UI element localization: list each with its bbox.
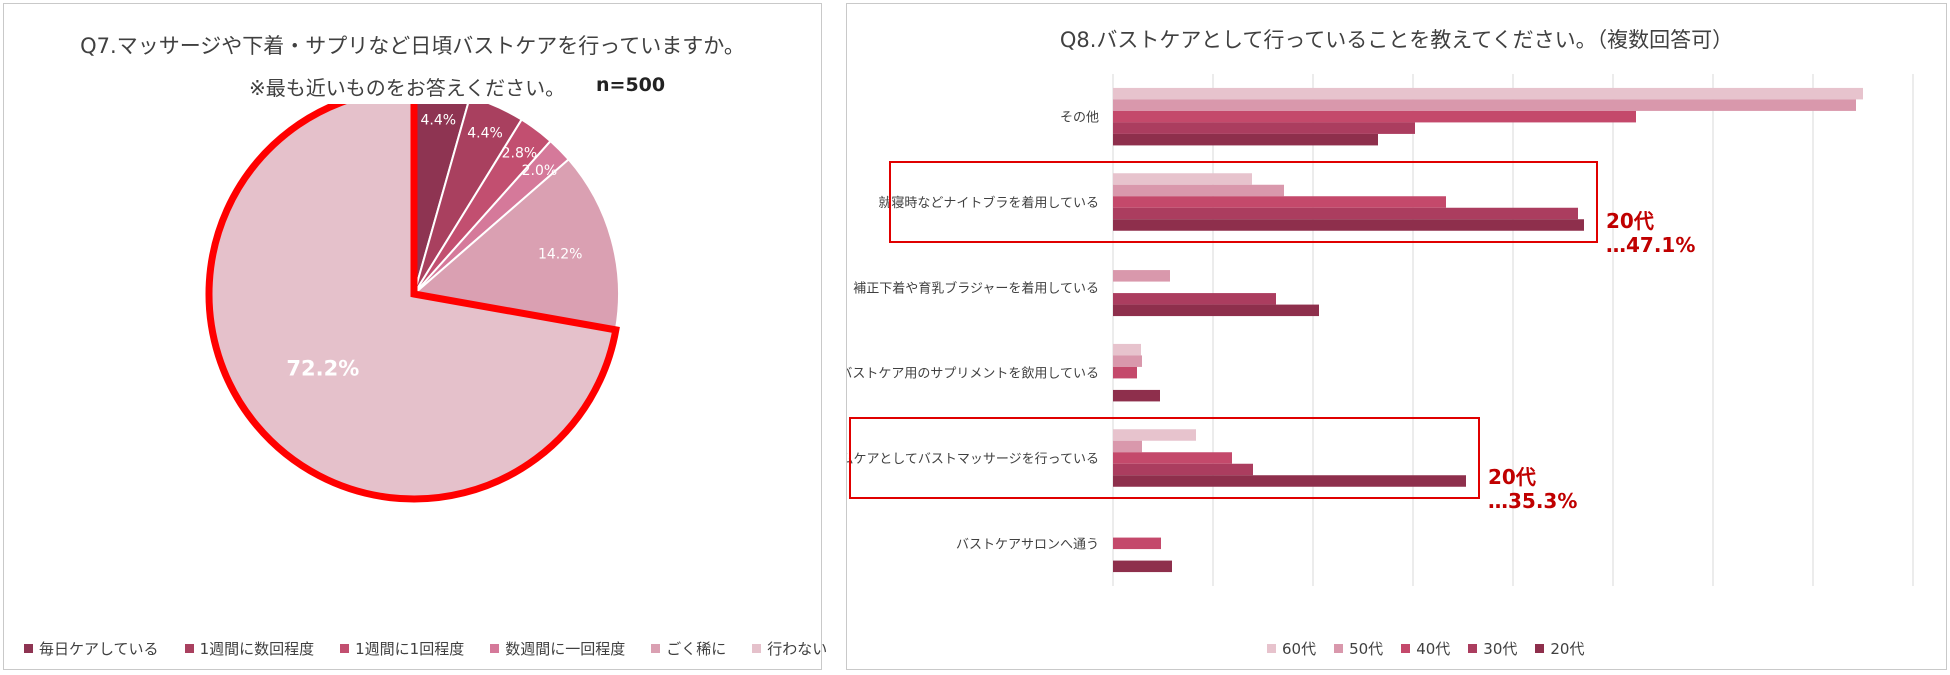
- bar-30代-2: [1113, 293, 1276, 305]
- pie-title: Q7.マッサージや下着・サプリなど日頃バストケアを行っていますか。: [80, 34, 745, 58]
- category-label: ホームケアとしてバストマッサージを行っている: [847, 452, 1099, 467]
- category-label: バストケア用のサプリメントを飲用している: [847, 366, 1099, 382]
- category-label: 就寝時などナイトブラを着用している: [878, 195, 1099, 211]
- pie-legend-item: ごく稀に: [651, 638, 726, 659]
- annotation-line1: 20代: [1488, 464, 1536, 489]
- legend-swatch: [184, 644, 194, 653]
- bar-legend-item: 50代: [1334, 638, 1383, 659]
- bar-legend-label: 20代: [1550, 640, 1585, 658]
- pie-slice-4: [411, 157, 620, 332]
- pie-legend-label: ごく稀に: [666, 640, 727, 658]
- annotation-line2: …35.3%: [1488, 488, 1578, 513]
- pie-legend-label: 1週間に1回程度: [355, 640, 465, 658]
- bar-60代-4: [1113, 429, 1196, 441]
- bar-20代-0: [1113, 133, 1378, 146]
- bar-50代-2: [1113, 270, 1170, 282]
- bar-40代-4: [1113, 452, 1232, 464]
- pie-legend-label: 数週間に一回程度: [505, 640, 626, 658]
- pie-data-label-0: 4.4%: [421, 112, 457, 128]
- bar-legend-label: 40代: [1416, 640, 1451, 658]
- pie-data-label-5: 72.2%: [286, 356, 359, 380]
- pie-legend-label: 行わない: [767, 640, 828, 658]
- highlight-box-0: [889, 161, 1598, 243]
- pie-chart: 4.4% 4.4% 2.8%2.0% 14.2% 72.2%: [205, 104, 620, 503]
- pie-subtitle: ※最も近いものをお答えください。: [249, 76, 566, 100]
- legend-swatch: [752, 644, 762, 653]
- bar-40代-0: [1113, 110, 1636, 123]
- bar-20代-1: [1113, 219, 1584, 231]
- bar-60代-3: [1113, 343, 1141, 356]
- pie-legend-label: 1週間に数回程度: [199, 640, 315, 658]
- bar-50代-1: [1113, 184, 1284, 197]
- legend-swatch: [340, 644, 350, 653]
- bar-legend-label: 60代: [1282, 640, 1317, 658]
- pie-sample-size: n=500: [596, 74, 666, 96]
- pie-data-label-3: 2.0%: [522, 163, 558, 179]
- pie-legend-item: 毎日ケアしている: [24, 638, 159, 659]
- bar-60代-0: [1113, 87, 1863, 100]
- category-label: バストケアサロンへ通う: [956, 537, 1099, 552]
- bar-legend-label: 50代: [1349, 640, 1384, 658]
- bar-40代-5: [1113, 537, 1161, 550]
- legend-swatch: [1267, 644, 1276, 653]
- bar-50代-0: [1113, 99, 1856, 111]
- bar-title: Q8.バストケアとして行っていることを教えてください。（複数回答可）: [1059, 28, 1734, 52]
- legend-swatch: [1468, 644, 1478, 653]
- bar-legend-item: 60代: [1267, 638, 1316, 659]
- pie-data-label-4: 14.2%: [538, 247, 582, 263]
- highlight-box-1: [849, 417, 1480, 499]
- pie-chart-panel: Q7.マッサージや下着・サプリなど日頃バストケアを行っていますか。 ※最も近いも…: [3, 3, 827, 670]
- bar-legend-item: 40代: [1401, 638, 1450, 659]
- legend-swatch: [490, 644, 500, 653]
- bar-50代-4: [1113, 440, 1142, 453]
- pie-legend-label: 毎日ケアしている: [39, 640, 159, 658]
- legend-swatch: [1535, 644, 1545, 653]
- annotation-0: 20代 …47.1%: [1606, 209, 1695, 257]
- legend-swatch: [1401, 644, 1411, 653]
- bar-legend-item: 20代: [1535, 638, 1584, 659]
- bar-legend: 60代 50代 40代 30代 20代: [1267, 638, 1584, 659]
- legend-swatch: [1334, 644, 1344, 653]
- legend-swatch: [24, 644, 33, 653]
- pie-highlight-outline: [205, 104, 620, 503]
- legend-swatch: [651, 644, 661, 653]
- pie-data-label-1: 4.4%: [467, 126, 503, 142]
- bar-20代-4: [1113, 475, 1466, 487]
- bar-chart-panel: Q8.バストケアとして行っていることを教えてください。（複数回答可） 0.010…: [846, 3, 1947, 670]
- pie-legend-item: 行わない: [752, 638, 827, 659]
- bar-20代-2: [1113, 304, 1319, 317]
- pie-legend-item: 1週間に1回程度: [340, 638, 464, 659]
- category-label: 補正下着や育乳ブラジャーを着用している: [853, 280, 1099, 296]
- bar-40代-3: [1113, 366, 1137, 379]
- bar-20代-3: [1113, 389, 1160, 402]
- bar-30代-0: [1113, 122, 1415, 134]
- annotation-line1: 20代: [1606, 208, 1654, 233]
- bar-40代-1: [1113, 196, 1446, 208]
- pie-data-label-2: 2.8%: [502, 146, 538, 162]
- bar-20代-5: [1113, 560, 1172, 573]
- pie-legend-item: 1週間に数回程度: [184, 638, 315, 659]
- category-label: その他: [1060, 111, 1099, 126]
- bar-30代-4: [1113, 463, 1253, 476]
- bar-30代-1: [1113, 207, 1578, 220]
- pie-legend: 毎日ケアしている 1週間に数回程度 1週間に1回程度 数週間に一回程度 ごく稀に 行わない: [24, 638, 827, 659]
- pie-legend-item: 数週間に一回程度: [490, 638, 625, 659]
- bar-legend-item: 30代: [1468, 638, 1517, 659]
- bar-chart: 0.010.020.030.040.050.060.070.080.0その他就寝…: [847, 74, 1914, 586]
- bar-50代-3: [1113, 355, 1142, 367]
- annotation-line2: …47.1%: [1606, 232, 1696, 257]
- bar-60代-1: [1113, 173, 1252, 185]
- annotation-1: 20代 …35.3%: [1488, 465, 1577, 513]
- bar-legend-label: 30代: [1483, 640, 1518, 658]
